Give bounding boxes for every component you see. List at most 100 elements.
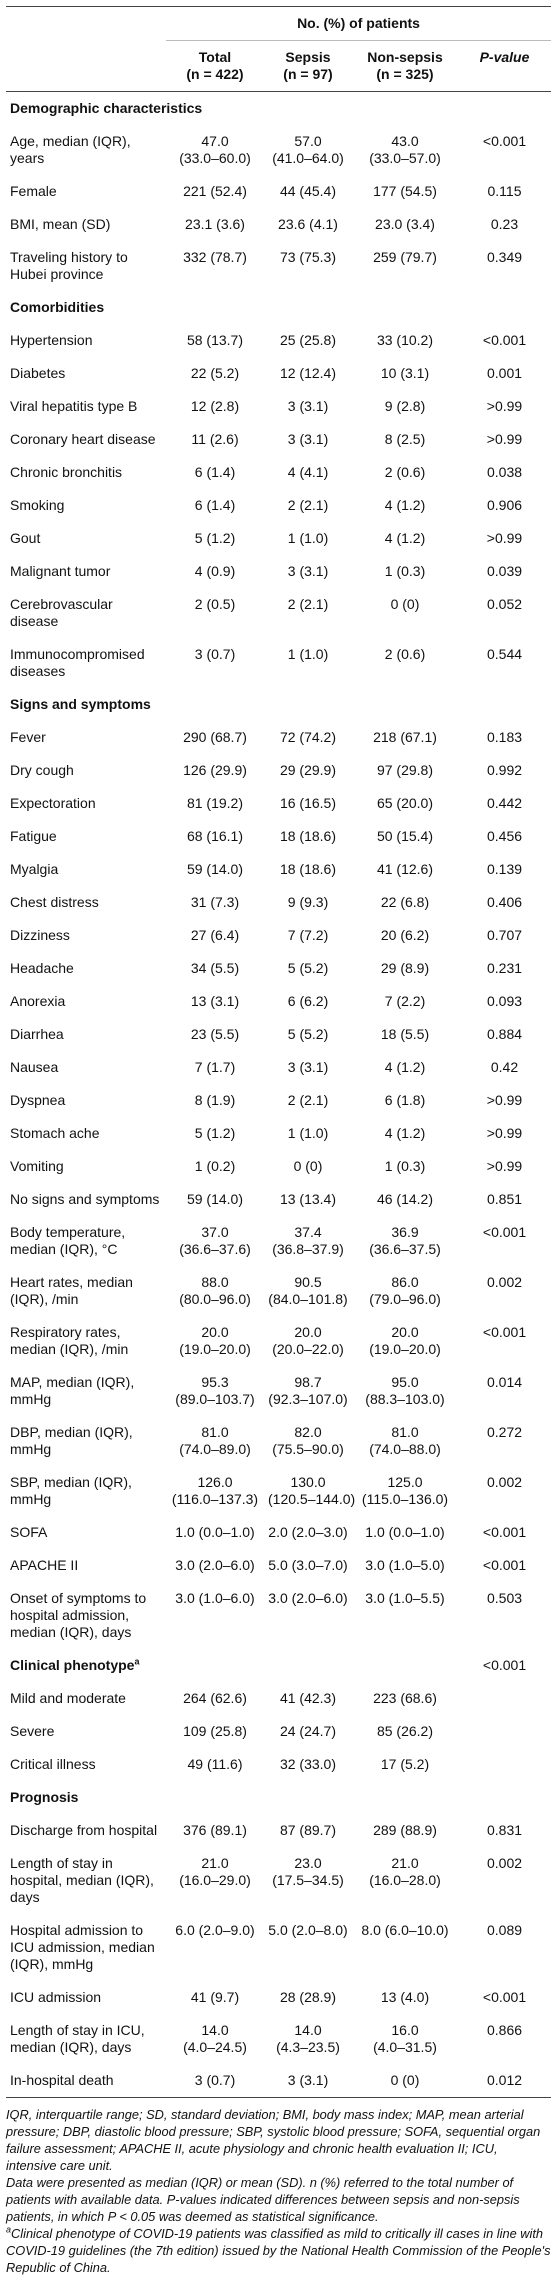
label-text: Chronic bronchitis (10, 464, 123, 480)
value-cell: 17 (5.2) (352, 1748, 458, 1781)
row-label: Gout (6, 522, 166, 555)
section-title: Prognosis (6, 1781, 458, 1814)
cell-text: 21.0 (201, 1855, 229, 1871)
label-text: Coronary heart disease (10, 431, 156, 447)
p-cell: 0.089 (458, 1914, 551, 1981)
footnote: aClinical phenotype of COVID-19 patients… (6, 2225, 551, 2276)
cell-text: (20.0–22.0) (272, 1341, 344, 1357)
value-cell: 16 (16.5) (264, 787, 352, 820)
cell-text: 3 (3.1) (287, 563, 329, 579)
section-title: Signs and symptoms (6, 688, 458, 721)
value-cell: 3 (3.1) (264, 1051, 352, 1084)
p-cell: >0.99 (458, 522, 551, 555)
data-row: Fever 290 (68.7) 72 (74.2) 218 (67.1) 0.183 (6, 721, 551, 754)
p-cell: <0.001 (458, 1516, 551, 1549)
footnote: Data were presented as median (IQR) or m… (6, 2174, 551, 2225)
cell-text: 0.002 (486, 1474, 523, 1490)
p-cell: 0.001 (458, 357, 551, 390)
cell-text: 11 (2.6) (191, 431, 239, 447)
section-title: Comorbidities (6, 291, 458, 324)
data-row: Hospital admission to ICU admission, medi… (6, 1914, 551, 1981)
data-row: Onset of symptoms to hospital admission, m… (6, 1582, 551, 1649)
cell-text: 0.231 (486, 960, 523, 976)
value-cell: 6.0 (2.0–9.0) (166, 1914, 264, 1981)
cell-text: 223 (68.6) (373, 1690, 437, 1706)
value-cell: 4 (1.2) (352, 522, 458, 555)
section-p (458, 688, 551, 721)
section-row: Demographic characteristics (6, 92, 551, 126)
value-cell: 109 (25.8) (166, 1715, 264, 1748)
data-row: Smoking 6 (1.4) 2 (2.1) 4 (1.2) 0.906 (6, 489, 551, 522)
data-row: In-hospital death 3 (0.7) 3 (3.1) 0 (0) 0.01… (6, 2064, 551, 2098)
cell-text: 57.0 (294, 133, 322, 149)
cell-text: 125.0 (387, 1474, 423, 1490)
table-head: No. (%) of patients Total (n = 422) Sepsis(… (6, 6, 552, 92)
row-label: Body temperature, median (IQR), °C (6, 1216, 166, 1266)
cell-text: 22 (5.2) (190, 365, 240, 381)
cell-text: 4 (1.2) (384, 497, 426, 513)
row-label: Hospital admission to ICU admission, medi… (6, 1914, 166, 1981)
cell-text: 3 (0.7) (194, 646, 236, 662)
cell-text: 2 (0.5) (194, 596, 236, 612)
row-label: DBP, median (IQR), mmHg (6, 1416, 166, 1466)
p-cell: 0.42 (458, 1051, 551, 1084)
value-cell: 24 (24.7) (264, 1715, 352, 1748)
label-text: SBP, median (IQR), (10, 1474, 132, 1490)
value-cell: 21.0 (16.0–28.0) (352, 1847, 458, 1914)
cell-text: 50 (15.4) (376, 828, 434, 844)
cell-text: 2 (0.6) (384, 464, 426, 480)
cell-text: 72 (74.2) (279, 729, 337, 745)
value-cell: 5 (1.2) (166, 522, 264, 555)
p-cell: 0.139 (458, 853, 551, 886)
value-cell: 2 (2.1) (264, 489, 352, 522)
data-row: Diarrhea 23 (5.5) 5 (5.2) 18 (5.5) 0.884 (6, 1018, 551, 1051)
value-cell: 5.0 (2.0–8.0) (264, 1914, 352, 1981)
p-cell: 0.012 (458, 2064, 551, 2098)
label-text: Heart rates, median (10, 1274, 133, 1290)
cell-text: 20.0 (201, 1324, 229, 1340)
value-cell: 20.0 (19.0–20.0) (352, 1316, 458, 1366)
cell-text: 2.0 (2.0–3.0) (268, 1524, 348, 1540)
p-cell (458, 1715, 551, 1748)
cell-text: (4.3–23.5) (276, 2039, 340, 2055)
cell-text: 65 (20.0) (376, 795, 434, 811)
cell-text: (41.0–64.0) (272, 150, 344, 166)
row-label: In-hospital death (6, 2064, 166, 2098)
data-row: Expectoration 81 (19.2) 16 (16.5) 65 (20.0)… (6, 787, 551, 820)
value-cell: 376 (89.1) (166, 1814, 264, 1847)
cell-text: (4.0–31.5) (373, 2039, 437, 2055)
cell-text: 41 (42.3) (279, 1690, 337, 1706)
value-cell: 21.0 (16.0–29.0) (166, 1847, 264, 1914)
label-text: Headache (10, 960, 74, 976)
cell-text: 0.884 (486, 1026, 523, 1042)
label-text: (IQR), /min (10, 1291, 79, 1307)
cell-text: 6 (6.2) (287, 993, 329, 1009)
p-cell: 0.231 (458, 952, 551, 985)
cell-text: 20.0 (391, 1324, 419, 1340)
label-text: DBP, median (IQR), (10, 1424, 133, 1440)
cell-text: (89.0–103.7) (175, 1391, 255, 1407)
section-title: Demographic characteristics (6, 92, 458, 126)
label-text: Respiratory rates, (10, 1324, 121, 1340)
data-row: MAP, median (IQR), mmHg 95.3 (89.0–103.7) 98… (6, 1366, 551, 1416)
row-label: Immunocompromised diseases (6, 638, 166, 688)
value-cell: 332 (78.7) (166, 241, 264, 291)
cell-text: 3 (3.1) (287, 2072, 329, 2088)
p-cell: 0.002 (458, 1266, 551, 1316)
label-text: Length of stay in (10, 1855, 113, 1871)
label-text: Vomiting (10, 1158, 64, 1174)
label-text: APACHE II (10, 1557, 79, 1573)
cell-text: 6 (1.8) (384, 1092, 426, 1108)
cell-text: 0.831 (486, 1822, 523, 1838)
cell-text: 4 (1.2) (384, 530, 426, 546)
row-label: Length of stay in hospital, median (IQR),… (6, 1847, 166, 1914)
value-cell: 1 (0.3) (352, 1150, 458, 1183)
cell-text: 17 (5.2) (380, 1756, 430, 1772)
label-text: Hospital admission to (10, 1922, 144, 1938)
cell-text: 0.349 (486, 249, 523, 265)
cell-text: 3 (3.1) (287, 431, 329, 447)
row-label: Diarrhea (6, 1018, 166, 1051)
data-row: Vomiting 1 (0.2) 0 (0) 1 (0.3) >0.99 (6, 1150, 551, 1183)
row-label: Heart rates, median (IQR), /min (6, 1266, 166, 1316)
value-cell: 1 (1.0) (264, 522, 352, 555)
